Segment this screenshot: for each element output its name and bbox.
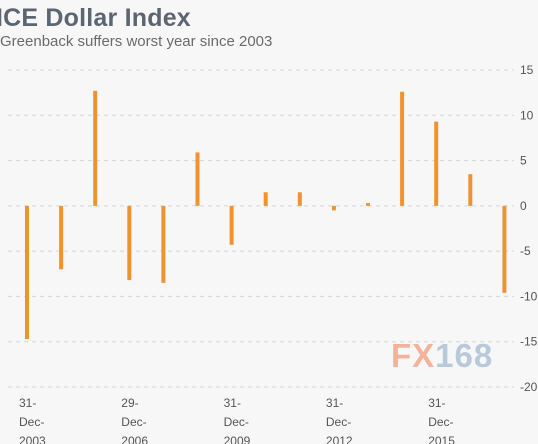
x-tick-label: 31- bbox=[326, 396, 343, 410]
x-tick-label: 2006 bbox=[121, 434, 148, 444]
y-tick-label: -20 bbox=[520, 380, 538, 394]
y-tick-label: 5 bbox=[520, 154, 527, 168]
bar-2012 bbox=[331, 205, 336, 211]
bar-2003 bbox=[25, 205, 29, 339]
x-tick-label: 31- bbox=[428, 396, 445, 410]
bar-2013 bbox=[366, 203, 370, 206]
x-tick-label: Dec- bbox=[121, 415, 146, 429]
x-tick-label: Dec- bbox=[326, 415, 351, 429]
bar-2011 bbox=[297, 192, 302, 206]
y-tick-label: 10 bbox=[520, 108, 534, 122]
chart-title: ICE Dollar Index bbox=[0, 4, 191, 32]
bar-2010 bbox=[263, 192, 268, 206]
bar-2017 bbox=[502, 205, 507, 293]
x-tick-label: 2012 bbox=[326, 434, 353, 444]
x-tick-label: Dec- bbox=[224, 415, 249, 429]
chart-subtitle: Greenback suffers worst year since 2003 bbox=[0, 33, 273, 50]
y-tick-label: 15 bbox=[520, 63, 534, 77]
y-tick-label: 0 bbox=[520, 199, 527, 213]
x-tick-label: 29- bbox=[121, 396, 138, 410]
fx168-watermark-logo: FX168 bbox=[391, 337, 494, 374]
y-tick-label: -5 bbox=[520, 244, 531, 258]
bar-2005 bbox=[93, 90, 98, 206]
bar-2009 bbox=[229, 205, 234, 245]
x-tick-label: 2015 bbox=[428, 434, 455, 444]
x-tick-label: 31- bbox=[224, 396, 241, 410]
x-tick-label: Dec- bbox=[428, 415, 453, 429]
x-tick-label: 2003 bbox=[19, 434, 46, 444]
bar-2015 bbox=[434, 121, 439, 206]
bar-2016 bbox=[468, 174, 473, 206]
bar-2014 bbox=[400, 91, 405, 206]
bar-2008 bbox=[195, 152, 200, 206]
bar-2004 bbox=[59, 205, 64, 270]
y-tick-label: -15 bbox=[520, 335, 538, 349]
bar-2006 bbox=[127, 205, 132, 281]
x-tick-label: 31- bbox=[19, 396, 36, 410]
x-tick-label: 2009 bbox=[224, 434, 251, 444]
bar-2007 bbox=[161, 205, 166, 283]
x-tick-label: Dec- bbox=[19, 415, 44, 429]
y-tick-label: -10 bbox=[520, 289, 538, 303]
